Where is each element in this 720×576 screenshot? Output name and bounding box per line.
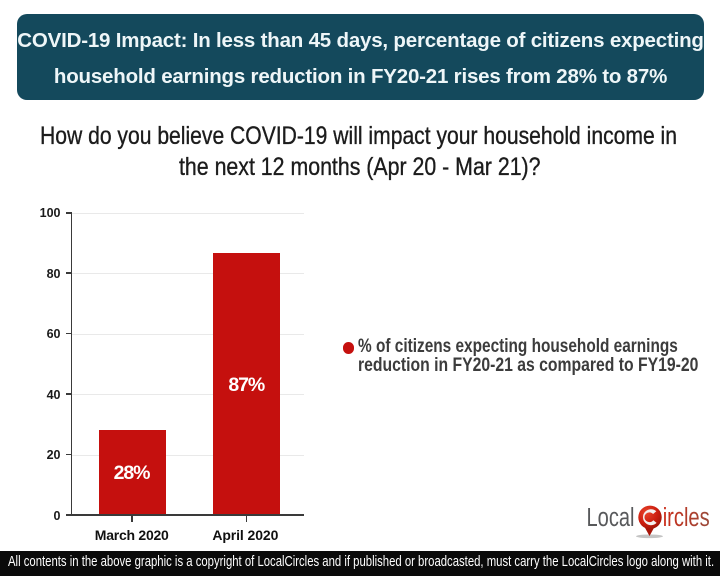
svg-text:Local: Local: [587, 504, 635, 532]
svg-text:ircles: ircles: [663, 504, 710, 532]
